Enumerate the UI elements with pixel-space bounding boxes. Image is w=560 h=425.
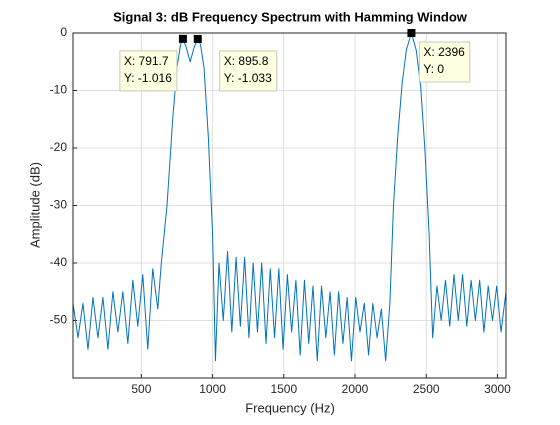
x-axis-label: Frequency (Hz): [245, 400, 335, 415]
data-tip-x: X: 791.7: [124, 54, 169, 68]
data-tips: X: 791.7 Y: -1.016 X: 895.8 Y: -1.033 X: 239…: [119, 29, 471, 92]
x-tick-label: 1000: [199, 382, 226, 396]
plot-area: [72, 32, 507, 362]
data-tip-box: [119, 50, 178, 92]
data-tip-y: Y: 0: [423, 62, 444, 76]
data-tip-box: [418, 41, 471, 83]
chart-title: Signal 3: dB Frequency Spectrum with Ham…: [113, 9, 468, 24]
data-tip-y: Y: -1.016: [124, 71, 172, 85]
x-tick-label: 2000: [342, 382, 369, 396]
y-tick-label: 0: [60, 25, 67, 39]
data-tip-marker: [178, 34, 187, 43]
y-tick-label: -40: [50, 255, 68, 269]
y-axis-label: Amplitude (dB): [27, 162, 42, 248]
spectrum-line: [72, 32, 507, 362]
data-tip-y: Y: -1.033: [224, 71, 272, 85]
data-tip-marker: [193, 34, 202, 43]
y-tick-label: -10: [50, 83, 68, 97]
data-tip-x: X: 2396: [423, 45, 465, 59]
x-tick-label: 2500: [413, 382, 440, 396]
grid: 0 -10 -20 -30 -40 -50 500 1000 1500 2000 2500 3000: [50, 25, 511, 396]
data-tip-box: [219, 50, 278, 92]
x-tick-label: 3000: [484, 382, 511, 396]
y-tick-label: -50: [50, 313, 68, 327]
y-tick-label: -30: [50, 198, 68, 212]
axes-frame: [72, 32, 507, 379]
y-tick-label: -20: [50, 140, 68, 154]
x-tick-label: 1500: [270, 382, 297, 396]
data-tip-marker: [407, 29, 416, 37]
x-tick-label: 500: [131, 382, 151, 396]
data-tip-x: X: 895.8: [224, 54, 269, 68]
